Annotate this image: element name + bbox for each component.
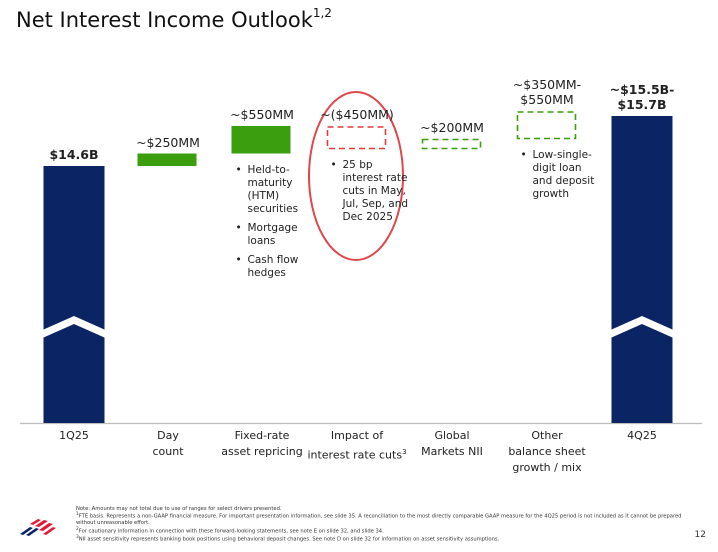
category-label-1: Day count xyxy=(113,428,223,460)
driver-bullets-2: Held-to-maturity (HTM) securities Mortgag… xyxy=(236,164,316,286)
footnote-2: 2For cautionary information in connectio… xyxy=(76,527,696,535)
bar-2-delta xyxy=(231,126,291,154)
value-label-2: ~$550MM xyxy=(212,107,312,122)
value-label-line: ~$250MM xyxy=(136,134,200,150)
bullet-item: Held-to-maturity (HTM) securities xyxy=(236,164,316,216)
page-number: 12 xyxy=(694,530,706,540)
title-superscript: 1,2 xyxy=(312,6,332,20)
bar-4-delta-dashed xyxy=(421,138,482,150)
waterfall-chart: $14.6B 1Q25 ~$250MM Day count ~$550MM Held-to-… xyxy=(0,0,718,500)
category-text: 4Q25 xyxy=(627,429,657,442)
chart-canvas xyxy=(20,91,702,425)
category-label-line: balance sheet xyxy=(492,444,602,460)
title-text: Net Interest Income Outlook xyxy=(16,8,313,32)
category-label-line: 4Q25 xyxy=(587,428,697,444)
value-label-line: ~$350MM- xyxy=(512,77,582,92)
footnotes: Note: Amounts may not total due to use o… xyxy=(76,506,696,543)
value-label-1: ~$250MM xyxy=(118,135,218,150)
footnote-text: NII asset sensitivity represents banking… xyxy=(78,536,500,543)
bullet-item: Cash flow hedges xyxy=(236,254,316,280)
category-label-line: Day xyxy=(113,428,223,444)
bar-0-total xyxy=(43,166,105,423)
value-label-line: ~($450MM) xyxy=(320,107,394,122)
category-text: asset repricing xyxy=(221,445,303,458)
value-label-line: $550MM xyxy=(520,92,574,107)
value-label-5: ~$350MM- $550MM xyxy=(497,77,597,107)
bullet-item: Low-single-digit loan and deposit growth xyxy=(521,149,601,201)
category-label-6: 4Q25 xyxy=(587,428,697,444)
category-text: balance sheet xyxy=(508,445,586,458)
driver-bullets-3: 25 bp interest rate cuts in May, Jul, Se… xyxy=(331,159,411,230)
category-label-line: Markets NII xyxy=(397,444,507,460)
driver-bullets-5: Low-single-digit loan and deposit growth xyxy=(521,149,601,207)
category-text: Markets NII xyxy=(421,445,483,458)
value-label-line: ~$15.5B- xyxy=(609,82,675,97)
category-label-2: Fixed-rate asset repricing xyxy=(207,428,317,460)
category-label-line: Global xyxy=(397,428,507,444)
category-label-3: Impact of interest rate cuts3 xyxy=(302,428,412,464)
bar-3-delta-dashed xyxy=(326,126,387,150)
bullet-item: 25 bp interest rate cuts in May, Jul, Se… xyxy=(331,159,411,224)
footnote-marker: 3 xyxy=(402,448,407,456)
category-text: growth / mix xyxy=(512,461,582,474)
category-label-line: Impact of xyxy=(302,428,412,444)
value-label-line: $14.6B xyxy=(49,147,99,162)
value-label-3: ~($450MM) xyxy=(307,107,407,122)
category-label-line: asset repricing xyxy=(207,444,317,460)
category-label-5: Other balance sheet growth / mix xyxy=(492,428,602,476)
category-text: Other xyxy=(531,429,563,442)
category-text: interest rate cuts xyxy=(307,448,403,462)
axis-break-mark xyxy=(610,316,674,338)
value-label-4: ~$200MM xyxy=(402,120,502,135)
category-label-0: 1Q25 xyxy=(19,428,129,444)
footnote-marker: 3 xyxy=(76,534,79,540)
value-label-6: ~$15.5B- $15.7B xyxy=(592,82,692,112)
footnote-3: 3NII asset sensitivity represents bankin… xyxy=(76,535,696,543)
bar-5-delta-dashed xyxy=(516,111,577,140)
footnote-1: 1FTE basis. Represents a non-GAAP financ… xyxy=(76,512,696,526)
footnote-0: Note: Amounts may not total due to use o… xyxy=(76,506,696,512)
footnote-marker: 1 xyxy=(76,512,79,518)
bar-1-delta xyxy=(137,153,197,166)
category-text: Impact of xyxy=(330,429,384,442)
value-label-line: ~$550MM xyxy=(230,107,294,122)
axis-break-mark xyxy=(42,316,106,338)
value-label-0: $14.6B xyxy=(24,147,124,162)
value-label-line: ~$200MM xyxy=(420,119,484,135)
footnote-text: Note: Amounts may not total due to use o… xyxy=(76,506,282,512)
category-text: Day xyxy=(157,429,179,442)
footnote-marker: 2 xyxy=(76,526,79,532)
category-label-line: 1Q25 xyxy=(19,428,129,444)
bank-logo-icon xyxy=(20,519,56,536)
category-text: Global xyxy=(434,429,470,442)
value-label-line: $15.7B xyxy=(617,97,667,112)
category-label-line: interest rate cuts3 xyxy=(302,444,412,464)
bullet-item: Mortgage loans xyxy=(236,222,316,248)
slide-title: Net Interest Income Outlook1,2 xyxy=(16,6,332,32)
category-label-line: Other xyxy=(492,428,602,444)
category-label-line: count xyxy=(113,444,223,460)
category-label-line: Fixed-rate xyxy=(207,428,317,444)
category-text: 1Q25 xyxy=(59,429,89,442)
footnote-text: For cautionary information in connection… xyxy=(78,528,384,535)
category-text: count xyxy=(152,445,184,458)
category-label-line: growth / mix xyxy=(492,460,602,476)
footnote-text: FTE basis. Represents a non-GAAP financi… xyxy=(76,514,682,527)
bar-6-total xyxy=(611,116,673,423)
category-label-4: Global Markets NII xyxy=(397,428,507,460)
category-text: Fixed-rate xyxy=(234,429,290,442)
